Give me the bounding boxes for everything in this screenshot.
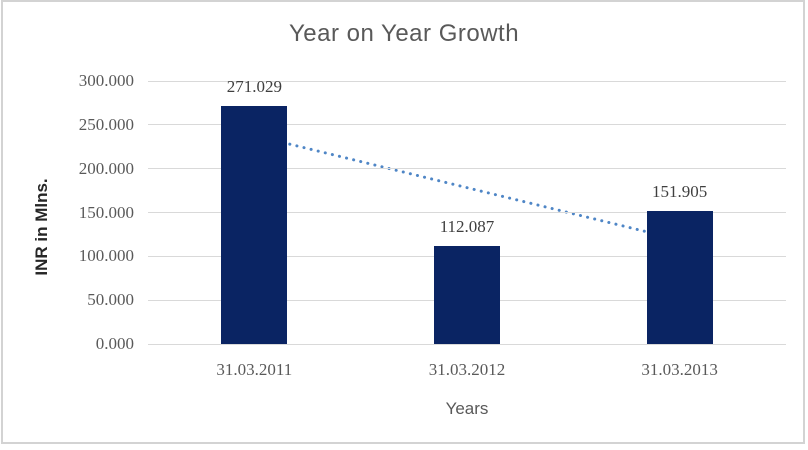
x-axis-category-label: 31.03.2013 bbox=[641, 360, 718, 379]
x-axis-category-label: 31.03.2012 bbox=[428, 360, 506, 379]
y-axis-tick-label: 100.000 bbox=[78, 246, 134, 266]
y-axis-tick-label: 200.000 bbox=[78, 158, 134, 178]
x-axis-title: Years bbox=[445, 399, 489, 418]
bar bbox=[434, 245, 500, 344]
gridline bbox=[148, 343, 786, 345]
bar bbox=[646, 210, 713, 344]
y-axis-tick-label: 0.000 bbox=[95, 334, 134, 353]
bar-value-label: 271.029 bbox=[226, 77, 282, 97]
gridline bbox=[148, 212, 786, 213]
bar-value-label: 151.905 bbox=[652, 181, 708, 201]
y-axis-tick-label: 250.000 bbox=[78, 114, 134, 134]
bar bbox=[221, 106, 288, 344]
gridline bbox=[148, 124, 786, 126]
y-axis-tick-label: 300.000 bbox=[78, 71, 134, 90]
y-axis-tick-label: 150.000 bbox=[78, 202, 134, 222]
gridline bbox=[148, 80, 786, 82]
chart-title: Year on Year Growth bbox=[288, 20, 520, 47]
bar-value-label: 112.087 bbox=[439, 216, 495, 236]
y-axis-tick-label: 50.000 bbox=[87, 290, 134, 310]
gridline bbox=[148, 168, 786, 170]
x-axis-category-label: 31.03.2011 bbox=[216, 360, 293, 379]
